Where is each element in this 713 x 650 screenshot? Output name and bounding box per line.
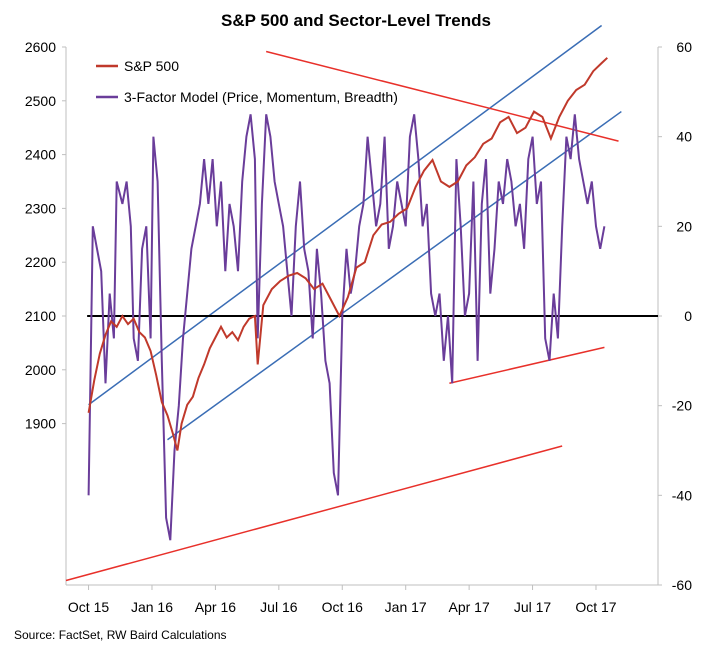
x-tick-label: Oct 15 [68,599,109,615]
legend-label-3-factor-model: 3-Factor Model (Price, Momentum, Breadth… [124,89,398,105]
trend-line-model-lower-upper-channel [449,346,605,384]
left-tick-label: 2300 [25,200,56,216]
x-axis-ticks: Oct 15 Jan 16 Apr 16 Jul 16 Oct 16 Jan 17 Apr … [68,585,617,615]
left-axis-ticks: 1900 2000 2100 2200 2300 2400 2500 2600 [25,39,66,432]
left-tick-label: 2600 [25,39,56,55]
x-tick-label: Oct 16 [322,599,363,615]
right-tick-label: 0 [684,308,692,324]
right-tick-label: 20 [676,218,692,234]
right-tick-label: -20 [672,398,692,414]
source-note: Source: FactSet, RW Baird Calculations [14,628,227,642]
left-tick-label: 2100 [25,308,56,324]
legend-label-sp500: S&P 500 [124,58,179,74]
left-tick-label: 2400 [25,147,56,163]
x-tick-label: Jan 16 [131,599,173,615]
x-tick-label: Jul 16 [260,599,298,615]
left-tick-label: 2000 [25,362,56,378]
x-tick-label: Apr 16 [195,599,236,615]
right-axis-ticks: -60 -40 -20 0 20 40 60 [658,39,692,593]
legend: S&P 500 3-Factor Model (Price, Momentum,… [96,58,398,105]
trend-lines [65,24,622,582]
series-line-sp500 [87,57,608,451]
right-tick-label: 60 [676,39,692,55]
right-tick-label: -40 [672,487,692,503]
x-tick-label: Apr 17 [448,599,489,615]
trend-line-channel-lower [167,110,622,441]
trend-line-model-lower-long [65,445,563,582]
series-line-3-factor-model [87,114,606,541]
x-tick-label: Jan 17 [385,599,427,615]
left-tick-label: 1900 [25,416,56,432]
x-tick-label: Jul 17 [514,599,552,615]
chart-title: S&P 500 and Sector-Level Trends [221,11,491,30]
trend-line-model-upper [265,50,619,142]
trend-line-channel-upper [88,24,603,406]
right-tick-label: -60 [672,577,692,593]
left-tick-label: 2500 [25,93,56,109]
left-tick-label: 2200 [25,254,56,270]
right-tick-label: 40 [676,129,692,145]
x-tick-label: Oct 17 [575,599,616,615]
